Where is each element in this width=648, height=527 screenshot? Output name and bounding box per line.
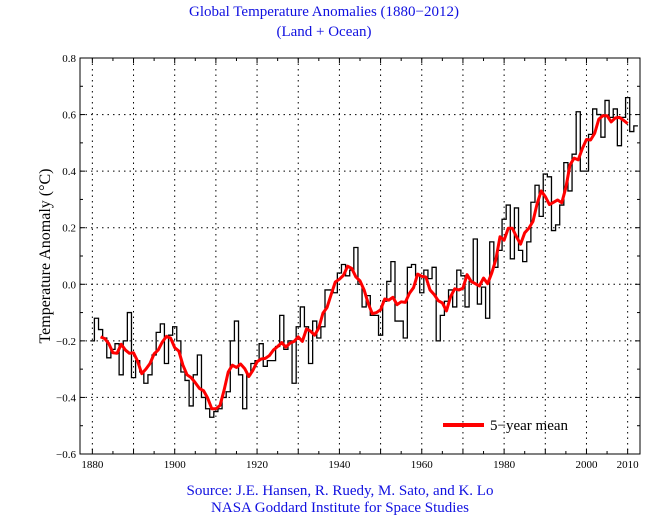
x-tick-label: 1900 [164,459,187,471]
y-tick-label: 0.0 [62,279,76,291]
y-axis-label: Temperature Anomaly (°C) [37,169,54,344]
chart-subtitle: (Land + Ocean) [276,24,372,40]
source-line-1: Source: J.E. Hansen, R. Ruedy, M. Sato, … [186,483,494,499]
five-year-mean-line [100,114,629,411]
x-tick-label: 1980 [493,459,516,471]
legend: 5−year mean [443,418,569,434]
y-tick-label: 0.2 [62,223,76,235]
x-tick-label: 1920 [246,459,269,471]
chart-title: Global Temperature Anomalies (1880−2012) [189,4,459,20]
legend-label: 5−year mean [490,418,569,434]
x-tick-label: 2010 [617,459,640,471]
annual-anomaly-step-line [90,96,638,418]
y-tick-label: 0.8 [62,53,76,65]
y-tick-label: −0.4 [56,392,76,404]
y-tick-label: 0.6 [62,110,76,122]
plot-frame [79,57,641,455]
y-tick-label: −0.6 [56,449,76,461]
x-tick-label: 2000 [575,459,598,471]
x-tick-label: 1960 [411,459,434,471]
x-tick-label: 1880 [81,459,104,471]
y-tick-label: −0.2 [56,336,76,348]
y-tick-label: 0.4 [62,166,76,178]
x-tick-label: 1940 [328,459,351,471]
source-line-2: NASA Goddard Institute for Space Studies [211,500,469,516]
